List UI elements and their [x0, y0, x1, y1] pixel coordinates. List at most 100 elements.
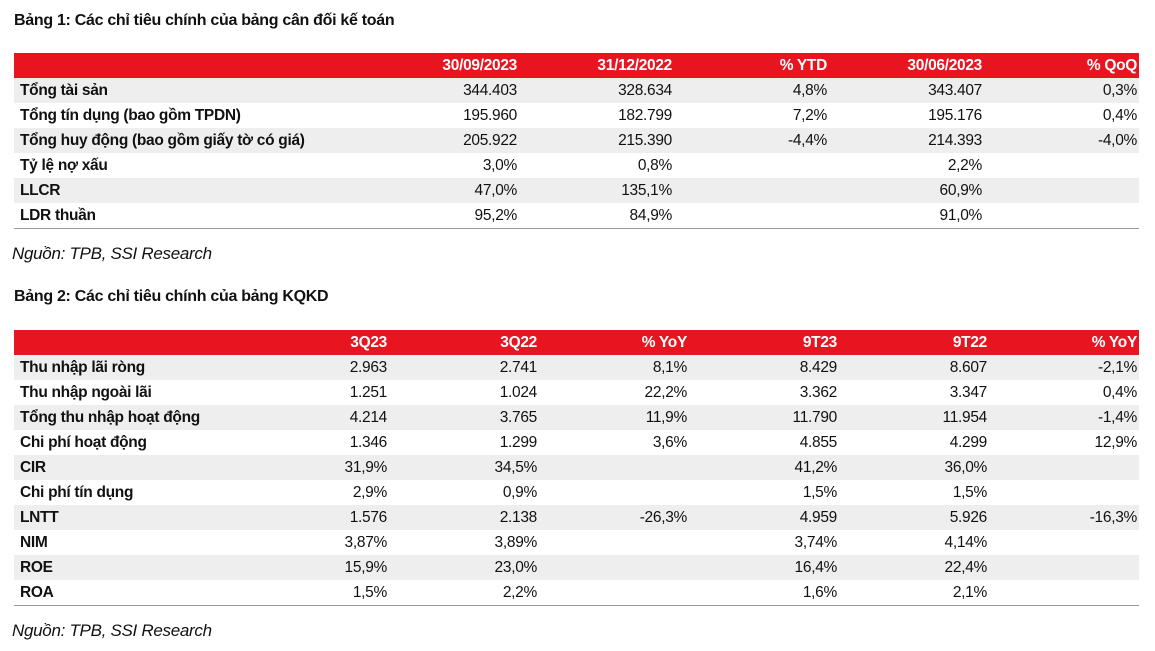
cell: -16,3% [989, 505, 1139, 530]
cell: ROA [20, 583, 54, 601]
cell: 0,4% [1102, 106, 1137, 124]
row: Chi phí tín dụng 2,9% 0,9% 1,5% 1,5% [14, 480, 1139, 505]
row: Thu nhập ngoài lãi 1.251 1.024 22,2% 3.362 3.… [14, 380, 1139, 405]
cell [989, 580, 1139, 606]
table-title: Bảng 1: Các chỉ tiêu chính của bảng cân … [14, 12, 395, 29]
cell: 195.176 [928, 106, 982, 124]
cell: 3.362 [799, 383, 838, 401]
cell: Tỷ lệ nợ xấu [20, 156, 108, 174]
cell: Tổng huy động (bao gồm giấy tờ có giá) [14, 128, 364, 153]
cell [539, 480, 689, 505]
cell: 3,87% [344, 533, 388, 551]
cell: -26,3% [539, 505, 689, 530]
cell [674, 153, 829, 178]
cell: 84,9% [629, 206, 673, 224]
cell: 2,2% [502, 583, 537, 601]
cell: LLCR [14, 178, 364, 203]
cell: 1.346 [349, 433, 388, 451]
cell: 0,3% [984, 78, 1139, 103]
cell: 91,0% [939, 206, 983, 224]
cell: 4.855 [799, 433, 838, 451]
row: Tỷ lệ nợ xấu 3,0% 0,8% 2,2% [14, 153, 1139, 178]
cell [984, 153, 1139, 178]
cell: 11.790 [689, 405, 839, 430]
cell: 135,1% [519, 178, 674, 203]
cell [539, 555, 689, 580]
cell: 2.138 [389, 505, 539, 530]
cell: Chi phí tín dụng [20, 483, 134, 501]
row: LNTT 1.576 2.138 -26,3% 4.959 5.926 -16,3% [14, 505, 1139, 530]
cell: 4,8% [674, 78, 829, 103]
cell: 3,89% [494, 533, 538, 551]
cell: 4,14% [944, 533, 988, 551]
row: LDR thuần 95,2% 84,9% 91,0% [14, 203, 1139, 229]
cell: 15,9% [239, 555, 389, 580]
cell: NIM [20, 533, 48, 551]
cell: 2,2% [947, 156, 982, 174]
cell: 195.960 [463, 106, 517, 124]
cell: LNTT [14, 505, 239, 530]
row: 30/09/2023 31/12/2022% YTD 30/06/2023% QoQ [14, 53, 1139, 78]
cell: ROE [14, 555, 239, 580]
cell: 1.576 [239, 505, 389, 530]
cell: 36,0% [839, 455, 989, 480]
cell: Tổng thu nhập hoạt động [14, 405, 239, 430]
cell [539, 580, 689, 606]
cell: 22,4% [839, 555, 989, 580]
cell: -1,4% [989, 405, 1139, 430]
row: Tổng tài sản 344.403 328.634 4,8% 343.407 0,3… [14, 78, 1139, 103]
cell: 3,74% [794, 533, 838, 551]
cell: 4.299 [949, 433, 988, 451]
row: Tổng tín dụng (bao gồm TPDN) 195.960 182.7… [14, 103, 1139, 128]
cell: 3Q23 [239, 330, 389, 355]
cell: 3,6% [652, 433, 687, 451]
cell: 1.024 [499, 383, 538, 401]
cell: 1.251 [349, 383, 388, 401]
cell: 9T22 [839, 330, 989, 355]
table: 30/09/2023 31/12/2022% YTD 30/06/2023% QoQ… [14, 53, 1139, 229]
cell: 2.963 [239, 355, 389, 380]
cell: 2.741 [389, 355, 539, 380]
cell [989, 530, 1139, 555]
cell: 11,9% [539, 405, 689, 430]
cell: -4,4% [674, 128, 829, 153]
cell: 3Q22 [389, 330, 539, 355]
cell: Thu nhập ngoài lãi [20, 383, 152, 401]
cell: 23,0% [389, 555, 539, 580]
row: Chi phí hoạt động 1.346 1.299 3,6% 4.855 4.29… [14, 430, 1139, 455]
cell: % QoQ [984, 53, 1139, 78]
cell: LDR thuần [20, 206, 96, 224]
cell: 4.214 [239, 405, 389, 430]
cell: 344.403 [364, 78, 519, 103]
cell: 0,4% [1102, 383, 1137, 401]
cell [984, 178, 1139, 203]
cell [984, 203, 1139, 229]
cell: 0,9% [502, 483, 537, 501]
cell: 22,2% [644, 383, 688, 401]
row: CIR 31,9% 34,5% 41,2% 36,0% [14, 455, 1139, 480]
cell: 215.390 [519, 128, 674, 153]
cell: 31,9% [239, 455, 389, 480]
cell: 60,9% [829, 178, 984, 203]
cell: 16,4% [689, 555, 839, 580]
cell: CIR [14, 455, 239, 480]
cell: 0,8% [637, 156, 672, 174]
cell: 12,9% [1094, 433, 1138, 451]
cell: % YTD [674, 53, 829, 78]
cell: 2,9% [352, 483, 387, 501]
cell: 3,0% [482, 156, 517, 174]
row: LLCR 47,0% 135,1% 60,9% [14, 178, 1139, 203]
cell: 4.959 [689, 505, 839, 530]
cell: 9T23 [689, 330, 839, 355]
cell: -2,1% [989, 355, 1139, 380]
row: Tổng huy động (bao gồm giấy tờ có giá) 20… [14, 128, 1139, 153]
cell: 182.799 [618, 106, 672, 124]
cell: 3.765 [389, 405, 539, 430]
row: ROE 15,9% 23,0% 16,4% 22,4% [14, 555, 1139, 580]
cell: 31/12/2022 [519, 53, 674, 78]
cell: 7,2% [792, 106, 827, 124]
cell: 11.954 [839, 405, 989, 430]
cell: 214.393 [829, 128, 984, 153]
cell: % YoY [989, 330, 1139, 355]
